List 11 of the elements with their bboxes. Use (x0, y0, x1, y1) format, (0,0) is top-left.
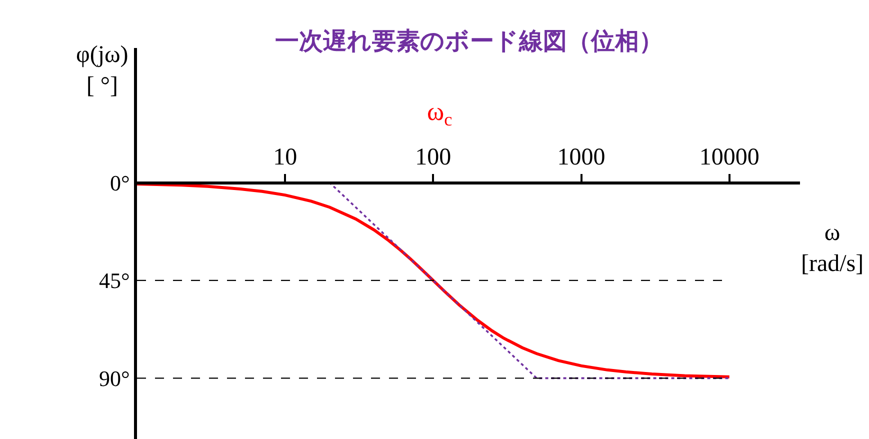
y-tick-label: 90° (99, 366, 130, 391)
x-axis-title: ω [rad/s] (801, 220, 864, 278)
x-tick-label: 10 (273, 144, 298, 170)
y-tick-label: 45° (99, 268, 130, 294)
annotation: ω$_{c}$ (427, 97, 452, 130)
x-tick-label: 1000 (557, 144, 606, 170)
x-tick-label: 10000 (699, 144, 760, 170)
y-tick-label: 0° (110, 170, 130, 196)
chart-title: 一次遅れ要素のボード線図（位相） (275, 27, 663, 55)
y-axis-title: φ(jω) [ °] (76, 42, 128, 100)
x-tick-label: 100 (415, 144, 452, 170)
